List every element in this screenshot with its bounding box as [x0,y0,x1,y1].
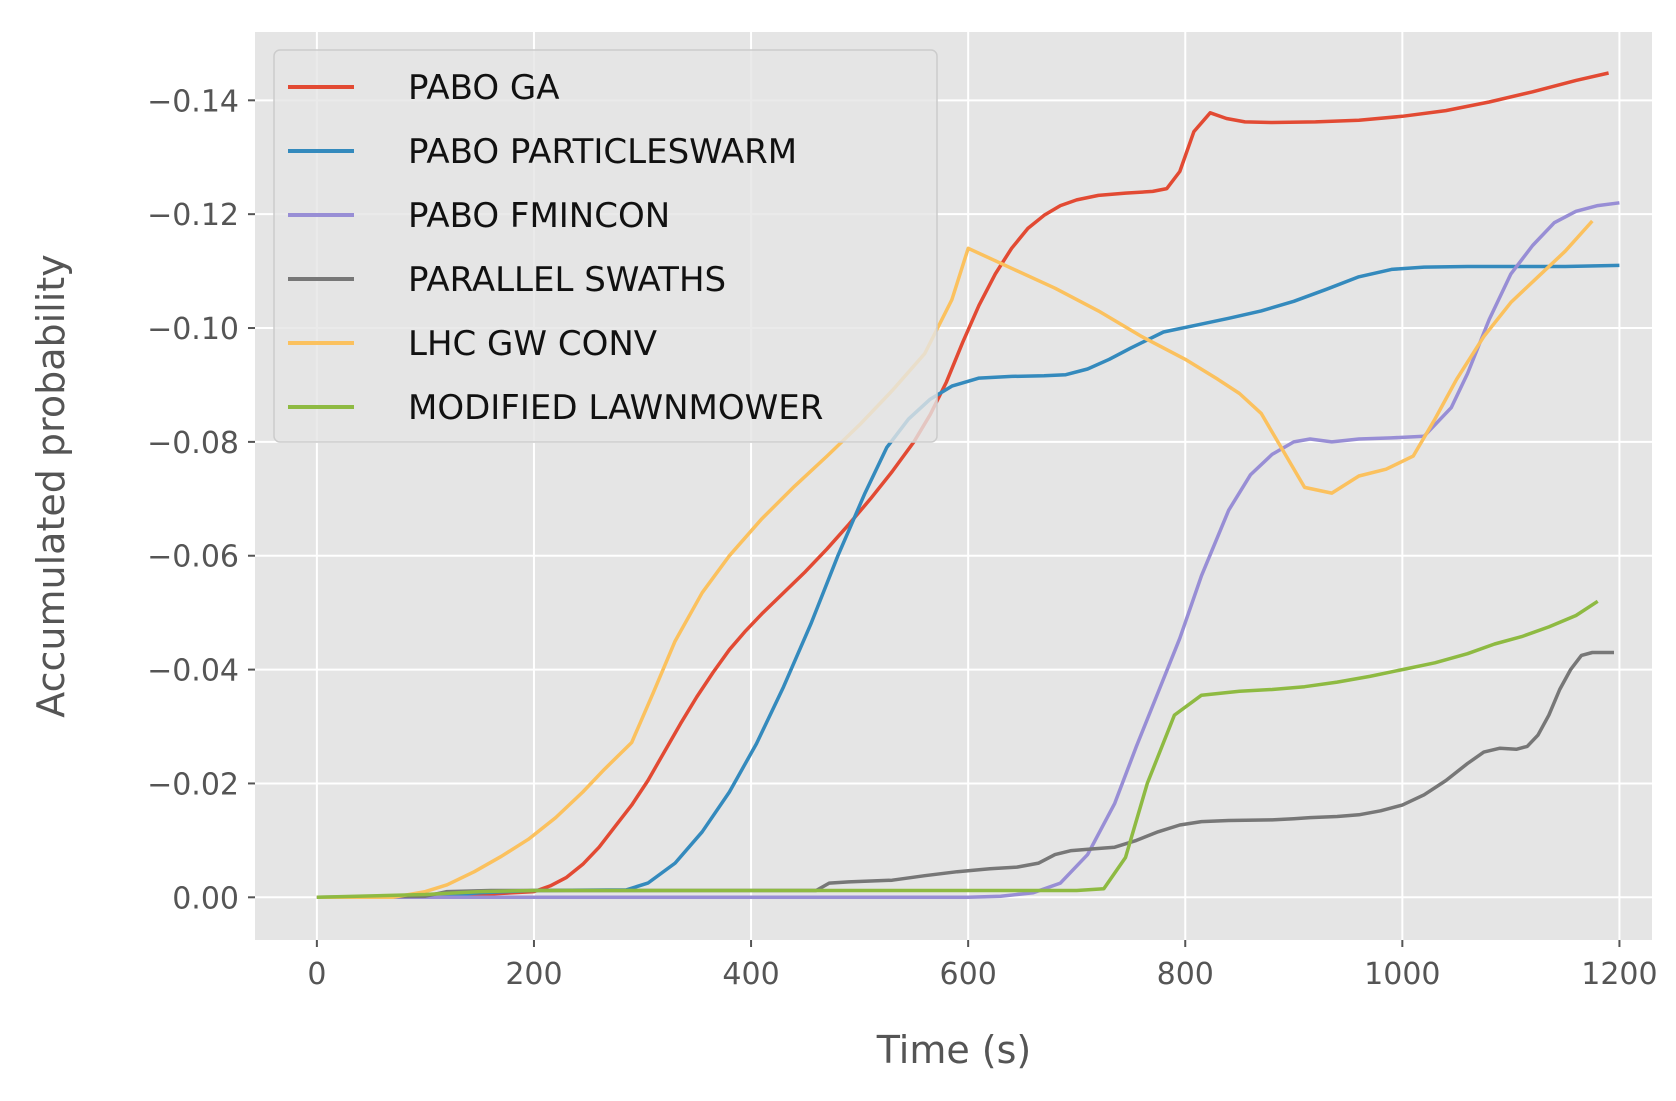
x-axis-label: Time (s) [876,1028,1032,1072]
y-tick-label-6: −0.12 [147,198,239,233]
series-line-4 [316,219,1594,900]
legend-label-4: LHC GW CONV [408,324,657,364]
legend-box [273,49,938,443]
series-line-3 [316,650,1614,900]
x-tick-label-2: 400 [722,957,779,992]
legend-label-2: PABO FMINCON [408,196,670,236]
x-tick-label-4: 800 [1157,957,1214,992]
y-tick-label-4: −0.08 [147,426,239,461]
legend-label-3: PARALLEL SWATHS [408,260,726,300]
series-lines [316,71,1620,900]
legend-label-5: MODIFIED LAWNMOWER [408,388,823,428]
y-tick-label-3: −0.06 [147,540,239,575]
legend-label-1: PABO PARTICLESWARM [408,132,797,172]
series-line-1 [316,263,1620,900]
y-tick-label-2: −0.04 [147,654,239,689]
x-tick-label-5: 1000 [1364,957,1440,992]
x-tick-label-3: 600 [940,957,997,992]
series-line-0 [316,71,1609,900]
y-tick-label-1: −0.02 [147,767,239,802]
legend: PABO GA PABO PARTICLESWARM PABO FMINCON PAR… [273,49,938,443]
y-tick-label-0: 0.00 [172,881,239,916]
y-tick-label-5: −0.10 [147,312,239,347]
ticks: 0 200 400 600 800 1000 1200 0.00 −0.02 −0.04 −0.06… [147,84,1658,992]
x-tick-label-1: 200 [505,957,562,992]
legend-label-0: PABO GA [408,68,560,108]
series-line-5 [316,599,1599,900]
y-axis-label: Accumulated probability [29,254,73,717]
x-tick-label-0: 0 [307,957,326,992]
y-tick-label-7: −0.14 [147,84,239,119]
x-tick-label-6: 1200 [1581,957,1657,992]
